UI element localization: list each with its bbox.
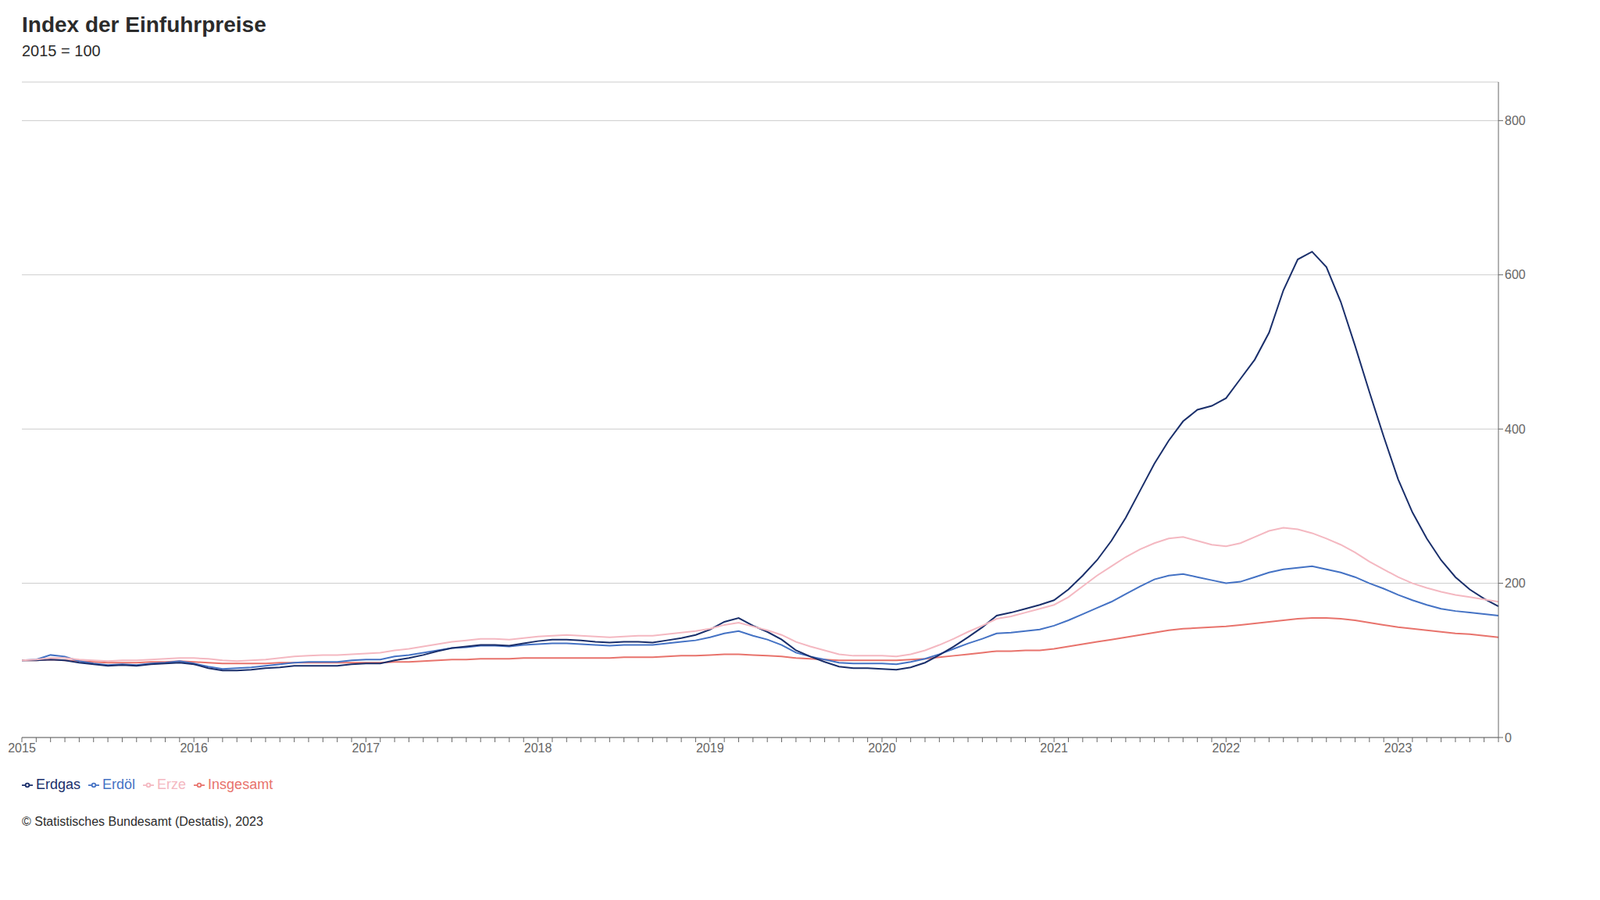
html-text:© Statistisches Bundesamt (Des: © Statistisches Bundesamt (Destatis), 20…	[21, 814, 264, 829]
svg-text:2015: 2015	[7, 741, 36, 755]
svg-text:400: 400	[1504, 422, 1526, 436]
svg-text:200: 200	[1504, 576, 1526, 590]
html-text:Erdöl: Erdöl	[102, 776, 136, 793]
svg-text:600: 600	[1504, 267, 1526, 282]
html-text:Erdgas: Erdgas	[35, 776, 81, 793]
svg-text:2022: 2022	[1212, 741, 1241, 755]
svg-text:2016: 2016	[179, 741, 208, 755]
svg-text:2023: 2023	[1384, 741, 1413, 755]
html-text:2015 = 100: 2015 = 100	[21, 42, 101, 60]
html-text:Erze: Erze	[157, 776, 187, 793]
html-text:Insgesamt: Insgesamt	[207, 776, 273, 793]
svg-text:2017: 2017	[352, 741, 381, 755]
svg-text:2020: 2020	[867, 741, 897, 755]
svg-text:800: 800	[1504, 114, 1526, 128]
svg-text:2019: 2019	[696, 741, 725, 755]
svg-text:2018: 2018	[524, 741, 553, 755]
html-text:Index der Einfuhrpreise: Index der Einfuhrpreise	[21, 12, 267, 37]
svg-text:2021: 2021	[1039, 741, 1068, 755]
svg-text:0: 0	[1504, 731, 1512, 745]
